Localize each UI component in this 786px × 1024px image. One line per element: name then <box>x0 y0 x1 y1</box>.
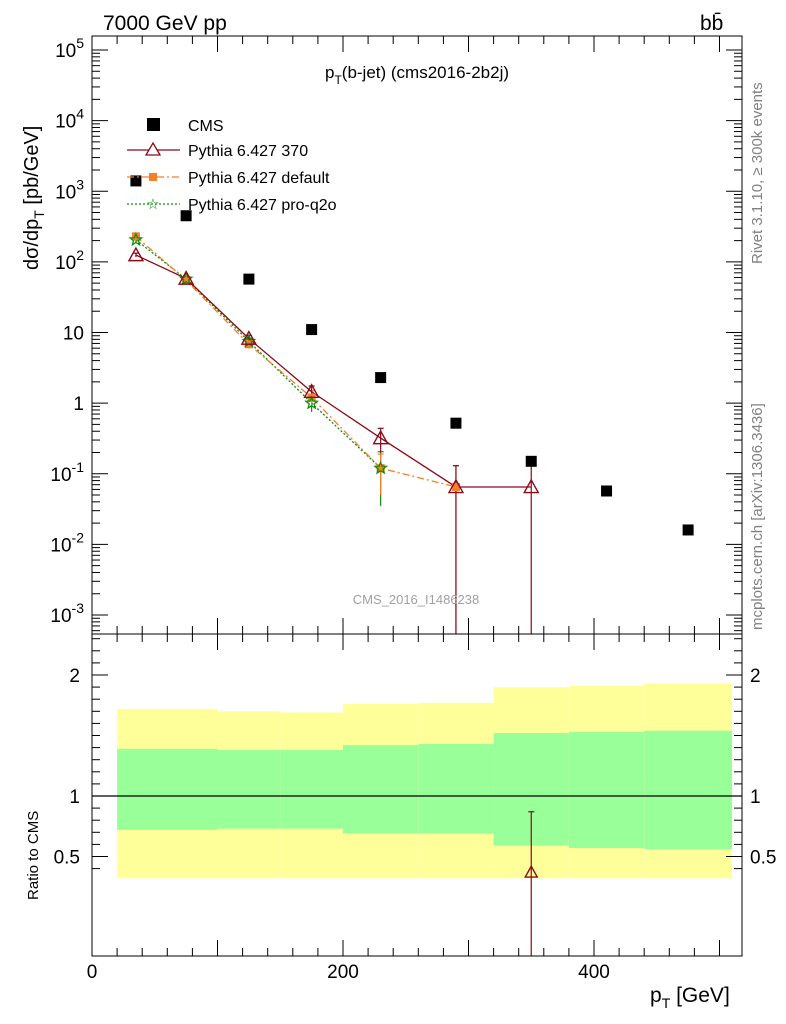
series-layer <box>127 175 694 634</box>
cms-point <box>180 210 192 222</box>
ratio-y-tick-label: 1 <box>69 787 80 808</box>
pq2o-point <box>373 460 389 475</box>
ratio-y-tick-label: 2 <box>69 666 80 687</box>
legend-pdef-marker <box>149 173 157 181</box>
main-y-tick-label: 10-2 <box>50 529 84 556</box>
main-y-tick-label: 10-1 <box>50 459 84 486</box>
p370-point <box>372 429 389 445</box>
main-y-tick-label: 10-3 <box>50 600 84 627</box>
cms-point <box>306 324 318 336</box>
p370-point <box>177 270 195 285</box>
ratio-frame <box>91 633 743 957</box>
p370-point <box>127 246 145 262</box>
ratio-inner-band <box>280 750 343 829</box>
mcplots-source-label: mcplots.cern.ch [arXiv:1306.3436] <box>749 403 766 630</box>
cms-point <box>525 455 537 467</box>
pdef-point <box>182 276 191 285</box>
legend-pq2o-marker: ☆ <box>146 196 159 213</box>
ratio-p370-point <box>524 864 539 878</box>
process-label: bb̄ <box>700 12 723 35</box>
pq2o-point <box>178 271 194 286</box>
p370-point <box>303 383 320 399</box>
energy-label: 7000 GeV pp <box>103 12 227 35</box>
legend: CMS Pythia 6.427 370 Pythia 6.427 defaul… <box>127 118 337 214</box>
p370-point <box>447 478 465 494</box>
main-y-tick-label: 103 <box>55 176 84 203</box>
x-axis-label: pT [GeV] <box>650 984 730 1011</box>
analysis-watermark: CMS_2016_I1486238 <box>353 592 480 607</box>
main-y-tick-label: 102 <box>55 247 84 274</box>
legend-cms-label: CMS <box>188 118 224 135</box>
pdef-point <box>376 464 385 473</box>
legend-p370-marker <box>144 141 162 156</box>
ratio-bands <box>117 683 733 879</box>
x-tick-label: 400 <box>578 962 610 983</box>
ratio-y-ticks: 0.5 0.5 1 1 2 2 <box>54 638 776 870</box>
pq2o-line <box>135 239 382 469</box>
ratio-y-tick-label: 0.5 <box>54 848 80 869</box>
main-y-tick-label: 1 <box>73 394 84 415</box>
ratio-inner-band <box>418 743 494 834</box>
rivet-version-label: Rivet 3.1.10, ≥ 300k events <box>749 82 766 264</box>
cms-point <box>450 417 462 429</box>
p370-point <box>523 478 540 494</box>
cms-point <box>243 273 255 285</box>
pdef-line <box>135 235 457 488</box>
main-y-axis-label: dσ/dpT [pb/GeV] <box>21 126 47 270</box>
pq2o-point <box>128 232 144 247</box>
ratio-inner-band <box>117 748 218 830</box>
ratio-panel: 0.5 0.5 1 1 2 2 0 200 400 Ratio to CMS <box>25 633 776 983</box>
cms-point <box>601 485 613 497</box>
legend-pdef-label: Pythia 6.427 default <box>188 170 330 187</box>
ratio-y-tick-label-right: 0.5 <box>750 848 776 869</box>
ratio-x-ticks: 0 200 400 <box>87 634 720 983</box>
ratio-y-tick-label-right: 2 <box>750 666 761 687</box>
ratio-y-axis-label: Ratio to CMS <box>25 811 42 900</box>
ratio-y-tick-label-right: 1 <box>750 787 761 808</box>
ratio-inner-band <box>217 750 281 829</box>
p370-point <box>240 330 258 345</box>
x-tick-label: 200 <box>327 962 359 983</box>
main-y-tick-label: 105 <box>55 35 84 62</box>
pq2o-point <box>304 395 319 410</box>
main-y-tick-label: 104 <box>55 106 84 133</box>
main-y-tick-label: 10 <box>63 324 84 345</box>
pdef-point <box>451 482 460 491</box>
legend-cms-marker <box>147 118 160 131</box>
plot-title: pT(b-jet) (cms2016-2b2j) <box>325 63 509 87</box>
x-tick-label: 0 <box>87 962 98 983</box>
pdef-point <box>131 232 140 241</box>
legend-p370-label: Pythia 6.427 370 <box>188 143 308 160</box>
ratio-inner-band <box>568 731 645 849</box>
cms-point <box>130 175 142 187</box>
cms-point <box>682 524 694 536</box>
ratio-inner-band <box>343 745 419 834</box>
ratio-series <box>524 811 539 956</box>
ratio-inner-band <box>644 730 733 850</box>
cms-point <box>375 372 387 384</box>
main-x-ticks <box>91 36 720 634</box>
legend-pq2o-label: Pythia 6.427 pro-q2o <box>188 197 337 214</box>
